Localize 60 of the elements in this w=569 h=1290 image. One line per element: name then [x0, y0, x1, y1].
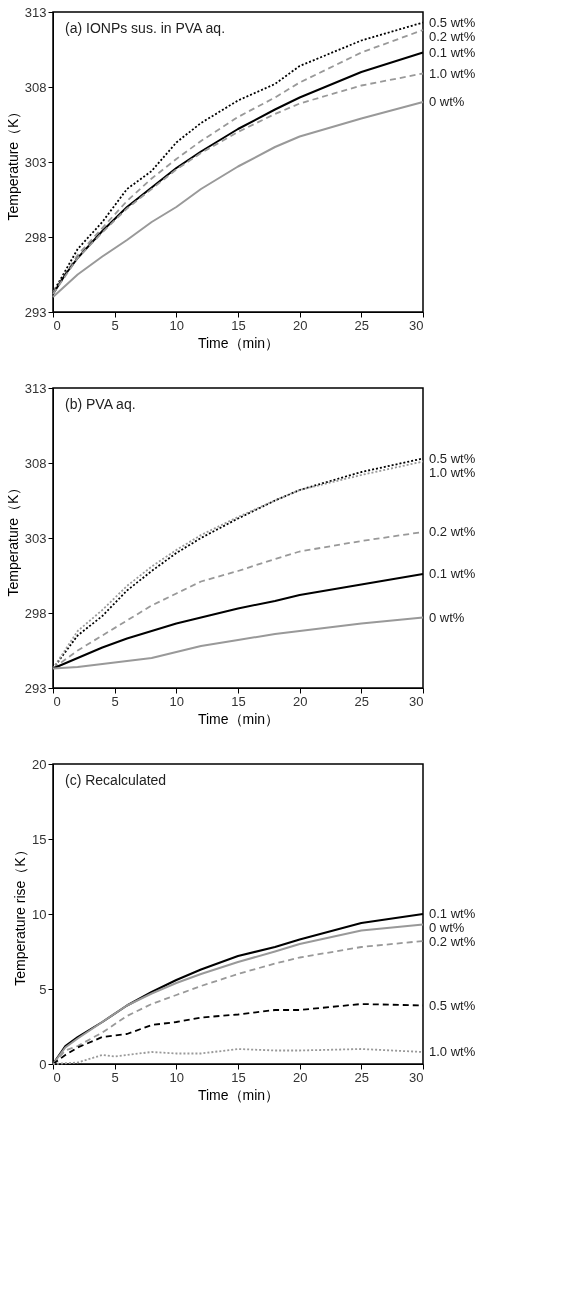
x-tick-label: 5	[111, 693, 119, 709]
x-axis-title: Time（min）	[197, 710, 280, 727]
x-tick-label: 20	[292, 693, 308, 709]
series-label: 1.0 wt%	[429, 65, 476, 81]
x-tick-label: 25	[354, 317, 370, 333]
y-tick-label: 313	[24, 380, 47, 396]
y-axis-title: Temperature rise（K）	[12, 843, 29, 986]
x-axis-title: Time（min）	[197, 334, 280, 351]
series-label: 0.2 wt%	[429, 28, 476, 44]
y-tick-label: 308	[24, 455, 47, 471]
x-tick-label: 10	[169, 317, 185, 333]
y-tick-label: 303	[24, 154, 47, 170]
x-axis-title: Time（min）	[197, 1086, 280, 1103]
y-tick-label: 0	[39, 1056, 47, 1072]
x-tick-label: 20	[292, 317, 308, 333]
x-tick-label: 0	[53, 1069, 61, 1085]
x-tick-label: 15	[231, 1069, 246, 1085]
x-tick-label: 5	[111, 317, 119, 333]
y-tick-label: 10	[32, 906, 47, 922]
series-label: 0.2 wt%	[429, 524, 476, 539]
x-tick-label: 20	[292, 1069, 308, 1085]
series-label: 1.0 wt%	[429, 464, 476, 480]
x-tick-label: 10	[169, 1069, 185, 1085]
series-label: 0.5 wt%	[429, 450, 476, 466]
series-label: 0.1 wt%	[429, 44, 476, 60]
x-tick-label: 15	[231, 317, 246, 333]
x-tick-label: 25	[354, 693, 370, 709]
y-tick-label: 5	[39, 981, 47, 997]
series-label: 0 wt%	[429, 920, 465, 935]
x-tick-label: 30	[409, 1069, 424, 1085]
text: (c) Recalculated	[65, 772, 167, 788]
x-tick-label: 15	[231, 693, 246, 709]
y-tick-label: 293	[24, 680, 47, 696]
y-tick-label: 298	[24, 605, 47, 621]
y-tick-label: 303	[24, 530, 47, 546]
x-tick-label: 0	[53, 317, 61, 333]
x-tick-label: 5	[111, 1069, 119, 1085]
y-tick-label: 298	[24, 229, 47, 245]
text: (b) PVA aq.	[65, 396, 136, 412]
series-label: 0.5 wt%	[429, 997, 476, 1013]
series-label: 0.1 wt%	[429, 906, 476, 921]
x-tick-label: 30	[409, 693, 424, 709]
y-tick-label: 20	[32, 756, 47, 772]
x-tick-label: 30	[409, 317, 424, 333]
series-label: 0.1 wt%	[429, 566, 476, 581]
series-label: 0 wt%	[429, 609, 465, 625]
series-label: 0 wt%	[429, 94, 465, 109]
y-axis-title: Temperature（K）	[4, 104, 21, 221]
y-tick-label: 293	[24, 304, 47, 320]
y-tick-label: 313	[24, 4, 47, 20]
series-label: 0.2 wt%	[429, 934, 476, 949]
y-axis-title: Temperature（K）	[4, 480, 21, 597]
text: (a) IONPs sus. in PVA aq.	[65, 20, 226, 36]
x-tick-label: 25	[354, 1069, 370, 1085]
series-label: 0.5 wt%	[429, 14, 476, 30]
x-tick-label: 10	[169, 693, 185, 709]
y-tick-label: 308	[24, 79, 47, 95]
x-tick-label: 0	[53, 693, 61, 709]
y-tick-label: 15	[32, 831, 47, 847]
series-label: 1.0 wt%	[429, 1044, 476, 1059]
